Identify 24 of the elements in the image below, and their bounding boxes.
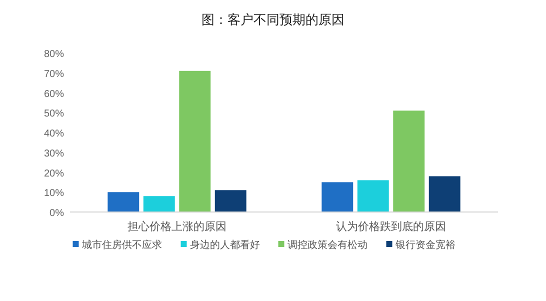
bar [143,196,175,212]
legend-label: 银行资金宽裕 [394,239,456,251]
legend-label: 身边的人都看好 [190,239,260,251]
y-tick-label: 40% [44,128,64,140]
y-tick-label: 30% [44,148,64,160]
bar [357,180,389,212]
bar [393,110,425,212]
bar [179,70,211,212]
legend-label: 城市住房供不应求 [80,239,162,251]
y-tick-label: 60% [44,88,64,100]
legend-label: 调控政策会有松动 [287,239,368,251]
y-tick-label: 50% [44,108,64,120]
chart-title: 图：客户不同预期的原因 [202,12,344,27]
y-tick-label: 70% [44,68,64,80]
bar [428,176,460,212]
y-tick-label: 80% [44,49,64,60]
bar [108,192,140,212]
bar [322,182,354,212]
x-tick-label: 担心价格上涨的原因 [128,220,226,233]
y-tick-label: 0% [50,208,64,219]
y-tick-label: 20% [44,168,64,180]
y-tick-label: 10% [44,188,64,200]
x-tick-label: 认为价格跌到底的原因 [336,220,446,233]
bar [214,190,246,212]
